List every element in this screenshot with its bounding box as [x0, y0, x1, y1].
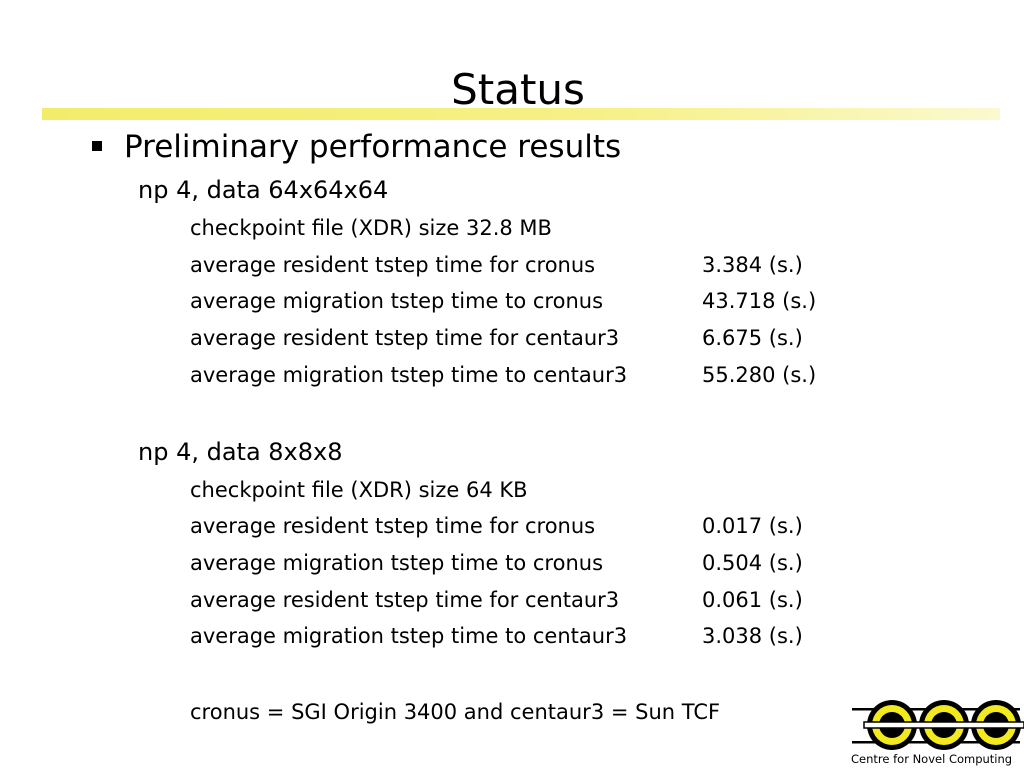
- section-heading: np 4, data 64x64x64: [138, 176, 389, 204]
- result-value: 6.675 (s.): [702, 326, 803, 350]
- result-value: 3.384 (s.): [702, 253, 803, 277]
- result-value: 0.504 (s.): [702, 551, 803, 575]
- slide-title: Status: [451, 65, 585, 114]
- cnc-logo: [852, 700, 1024, 750]
- bullet-text: Preliminary performance results: [124, 129, 622, 165]
- result-value: 0.061 (s.): [702, 588, 803, 612]
- result-row: average migration tstep time to cronus 0…: [190, 549, 803, 577]
- section-heading: np 4, data 8x8x8: [138, 438, 343, 466]
- result-row: average migration tstep time to centaur3…: [190, 622, 803, 650]
- result-row: average resident tstep time for cronus 0…: [190, 512, 803, 540]
- result-row: average resident tstep time for cronus 3…: [190, 251, 803, 279]
- logo-caption: Centre for Novel Computing: [851, 752, 1013, 766]
- result-label: average resident tstep time for centaur3: [190, 326, 620, 350]
- result-label: average migration tstep time to centaur3: [190, 624, 628, 648]
- result-row: average resident tstep time for centaur3…: [190, 586, 803, 614]
- title-underline: [42, 108, 1000, 120]
- checkpoint-size: checkpoint file (XDR) size 64 KB: [190, 478, 528, 502]
- result-label: average resident tstep time for cronus: [190, 514, 596, 538]
- footnote: cronus = SGI Origin 3400 and centaur3 = …: [190, 700, 721, 724]
- checkpoint-size: checkpoint file (XDR) size 32.8 MB: [190, 216, 552, 240]
- result-label: average resident tstep time for cronus: [190, 253, 596, 277]
- result-value: 55.280 (s.): [702, 363, 817, 387]
- result-value: 3.038 (s.): [702, 624, 803, 648]
- result-row: average resident tstep time for centaur3…: [190, 324, 803, 352]
- result-row: average migration tstep time to centaur3…: [190, 361, 816, 389]
- result-row: average migration tstep time to cronus 4…: [190, 287, 816, 315]
- result-label: average migration tstep time to cronus: [190, 289, 604, 313]
- result-value: 43.718 (s.): [702, 289, 817, 313]
- result-value: 0.017 (s.): [702, 514, 803, 538]
- result-label: average resident tstep time for centaur3: [190, 588, 620, 612]
- result-label: average migration tstep time to cronus: [190, 551, 604, 575]
- result-label: average migration tstep time to centaur3: [190, 363, 628, 387]
- bullet-marker: [92, 141, 102, 151]
